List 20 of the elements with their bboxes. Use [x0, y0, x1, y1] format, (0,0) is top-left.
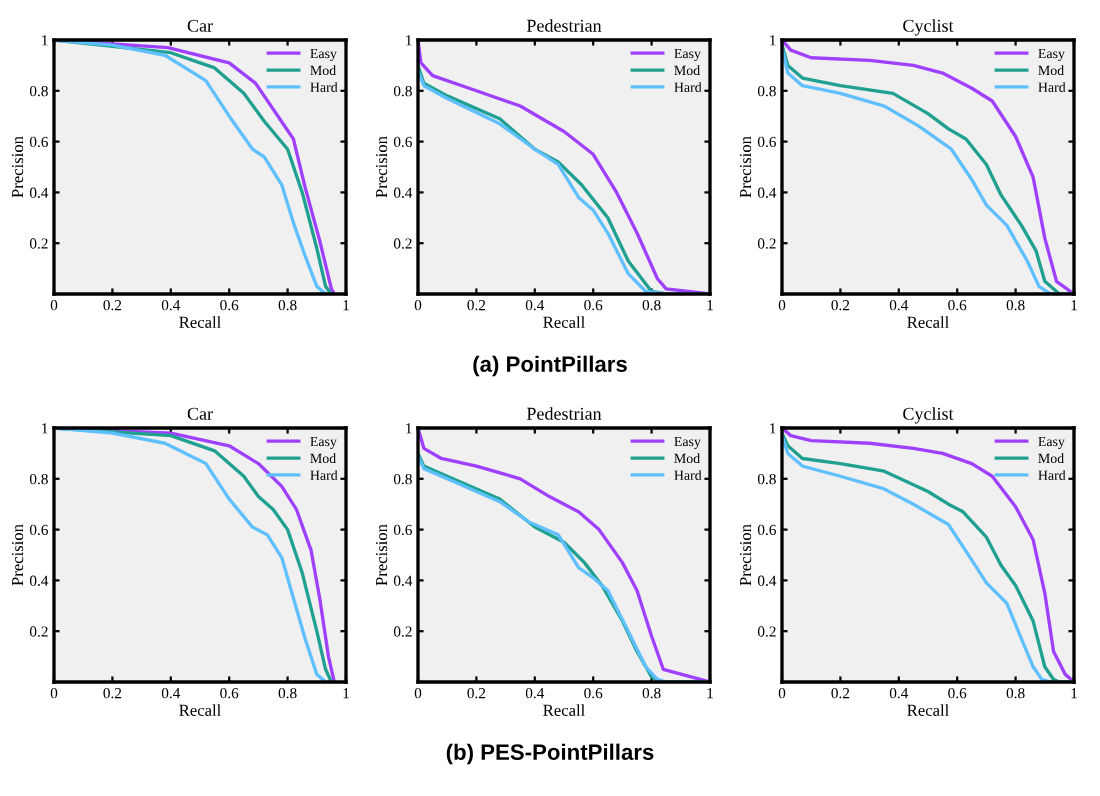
x-axis-title: Recall: [907, 704, 949, 716]
x-axis-title: Recall: [179, 316, 221, 328]
x-axis-title: Recall: [907, 316, 949, 328]
y-axis-title: Precision: [11, 136, 24, 198]
y-axis-title: Precision: [375, 524, 388, 586]
y-axis-title: Precision: [11, 524, 24, 586]
chart-title: Pedestrian: [526, 19, 602, 32]
text: (a) PointPillars: [473, 355, 627, 377]
text: (b) PES-PointPillars: [446, 743, 654, 765]
chart-title: Pedestrian: [526, 407, 602, 420]
chart-title: Car: [187, 407, 213, 420]
x-axis-title: Recall: [543, 704, 585, 716]
chart-title: Car: [187, 19, 213, 32]
y-axis-title: Precision: [739, 524, 752, 586]
x-axis-title: Recall: [543, 316, 585, 328]
y-axis-title: Precision: [739, 136, 752, 198]
y-axis-title: Precision: [375, 136, 388, 198]
chart-title: Cyclist: [903, 19, 954, 36]
chart-title: Cyclist: [903, 407, 954, 424]
x-axis-title: Recall: [179, 704, 221, 716]
